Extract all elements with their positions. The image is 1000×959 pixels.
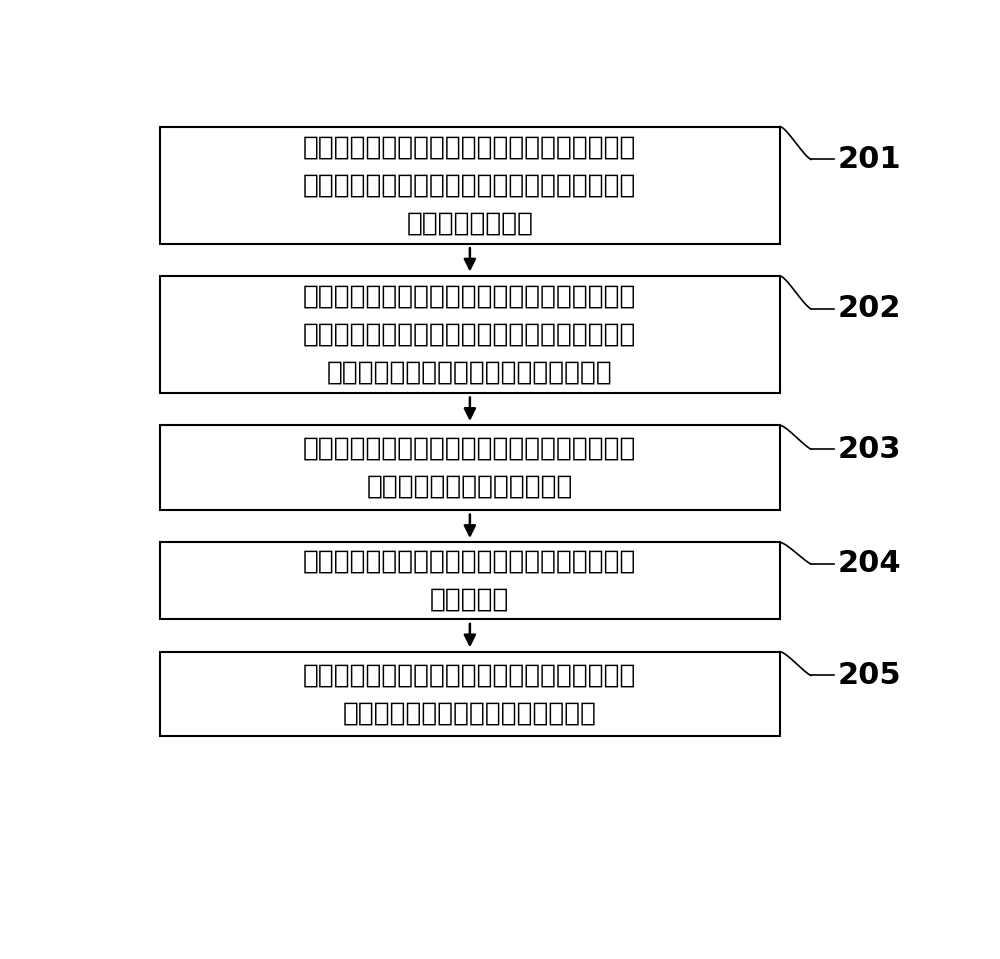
Bar: [160, 543, 780, 620]
Text: 确定目标边缘服务器当前的延时与带宽均优于目
标超级节点: 确定目标边缘服务器当前的延时与带宽均优于目 标超级节点: [303, 549, 637, 613]
Text: 内容清单服务器通过查询第二内容清单，确定与
目标数据对应的目标超级节点: 内容清单服务器通过查询第二内容清单，确定与 目标数据对应的目标超级节点: [303, 435, 637, 500]
Bar: [160, 276, 780, 393]
Bar: [160, 426, 780, 510]
Bar: [160, 652, 780, 737]
Text: 204: 204: [838, 550, 902, 578]
Text: 202: 202: [838, 294, 902, 323]
Text: 201: 201: [838, 145, 902, 174]
Text: 203: 203: [838, 434, 902, 463]
Text: 内容清单服务器通过查询第一内容清单，确定目
标数据对应的目标边缘服务器，其中，第一内容
清单中包括边缘服务器与内容的映射关系: 内容清单服务器通过查询第一内容清单，确定目 标数据对应的目标边缘服务器，其中，第…: [303, 284, 637, 386]
Text: 205: 205: [838, 661, 902, 690]
Text: 内容清单服务器获取第一超级节点发送的数据请
求，请求中携带目标数据的标识及请求目标数据
的第一节点的标识: 内容清单服务器获取第一超级节点发送的数据请 求，请求中携带目标数据的标识及请求目…: [303, 134, 637, 236]
Bar: [160, 127, 780, 244]
Text: 将数据请求定向至目标边缘服务器，以使目标边
缘服务器将目标数据发送至第一节点: 将数据请求定向至目标边缘服务器，以使目标边 缘服务器将目标数据发送至第一节点: [303, 662, 637, 726]
